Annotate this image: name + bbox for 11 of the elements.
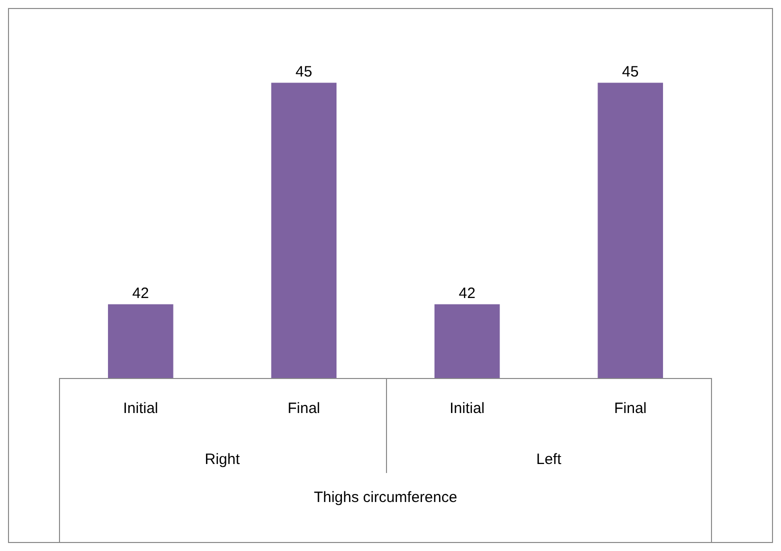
data-label: 45 (296, 63, 312, 80)
x-tick-label: Initial (450, 400, 485, 418)
x-axis-title: Thighs circumference (314, 489, 458, 506)
data-label: 45 (622, 63, 639, 80)
annotation: Left (536, 451, 562, 468)
data-label: 42 (458, 284, 476, 302)
x-tick-label: Final (288, 400, 320, 418)
x-tick-label: Final (614, 400, 647, 418)
x-tick-label: Initial (123, 400, 158, 418)
data-label: 42 (132, 284, 149, 302)
annotation: Right (204, 451, 241, 468)
